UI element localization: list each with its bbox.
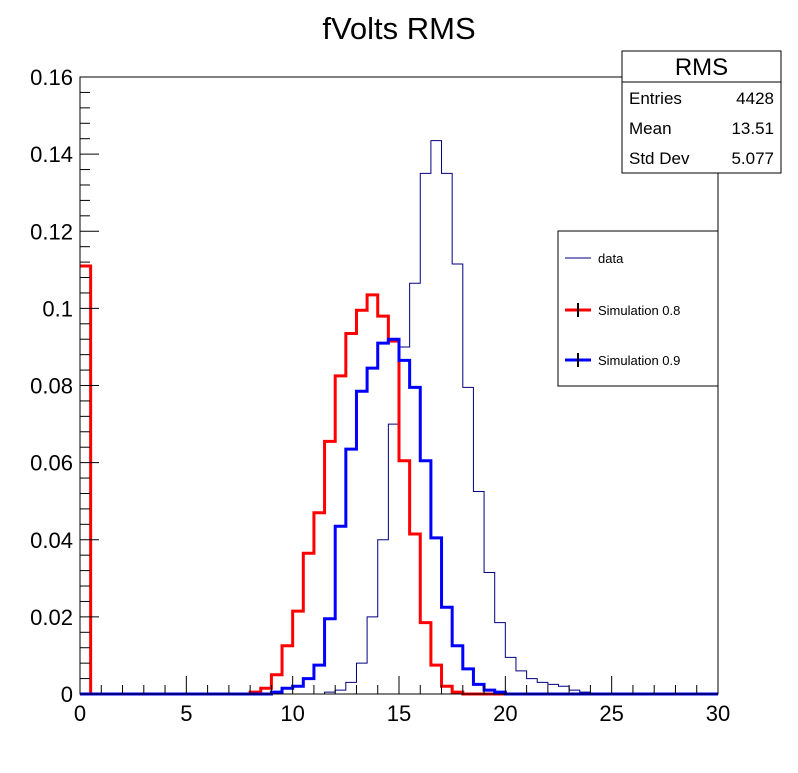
stats-mean-value: 13.51 bbox=[731, 119, 774, 138]
y-tick-label: 0.06 bbox=[30, 451, 73, 476]
stats-stddev-value: 5.077 bbox=[731, 149, 774, 168]
legend-label-data: data bbox=[598, 251, 624, 266]
axes-layer: 0 5 10 15 20 25 30 0 0.02 0.04 0.06 0.08 0.1 0.12 0.14… bbox=[30, 65, 730, 726]
stats-box-frame bbox=[621, 50, 782, 174]
y-tick-label: 0.14 bbox=[30, 142, 73, 167]
x-tick-label: 25 bbox=[599, 701, 623, 726]
chart-title: fVolts RMS bbox=[322, 11, 475, 46]
y-tick-label: 0.16 bbox=[30, 65, 73, 90]
stats-box: RMS Entries 4428 Mean 13.51 Std Dev 5.07… bbox=[621, 50, 782, 174]
legend: data Simulation 0.8 Simulation 0.9 bbox=[557, 230, 719, 387]
x-tick-label: 5 bbox=[180, 701, 192, 726]
y-tick-label: 0.12 bbox=[30, 219, 73, 244]
legend-label-simulation-0-9: Simulation 0.9 bbox=[598, 353, 680, 368]
stats-entries-label: Entries bbox=[629, 89, 682, 108]
x-tick-label: 20 bbox=[493, 701, 517, 726]
stats-entries-value: 4428 bbox=[736, 89, 774, 108]
x-tick-label: 10 bbox=[280, 701, 304, 726]
legend-label-simulation-0-8: Simulation 0.8 bbox=[598, 303, 680, 318]
y-tick-label: 0.02 bbox=[30, 605, 73, 630]
stats-mean-label: Mean bbox=[629, 119, 672, 138]
x-tick-label: 30 bbox=[706, 701, 730, 726]
x-tick-label: 0 bbox=[74, 701, 86, 726]
y-tick-label: 0 bbox=[61, 682, 73, 707]
x-tick-label: 15 bbox=[387, 701, 411, 726]
y-tick-label: 0.1 bbox=[42, 296, 73, 321]
stats-stddev-label: Std Dev bbox=[629, 149, 690, 168]
y-tick-label: 0.04 bbox=[30, 528, 73, 553]
stats-box-title: RMS bbox=[675, 54, 728, 81]
y-tick-label: 0.08 bbox=[30, 374, 73, 399]
